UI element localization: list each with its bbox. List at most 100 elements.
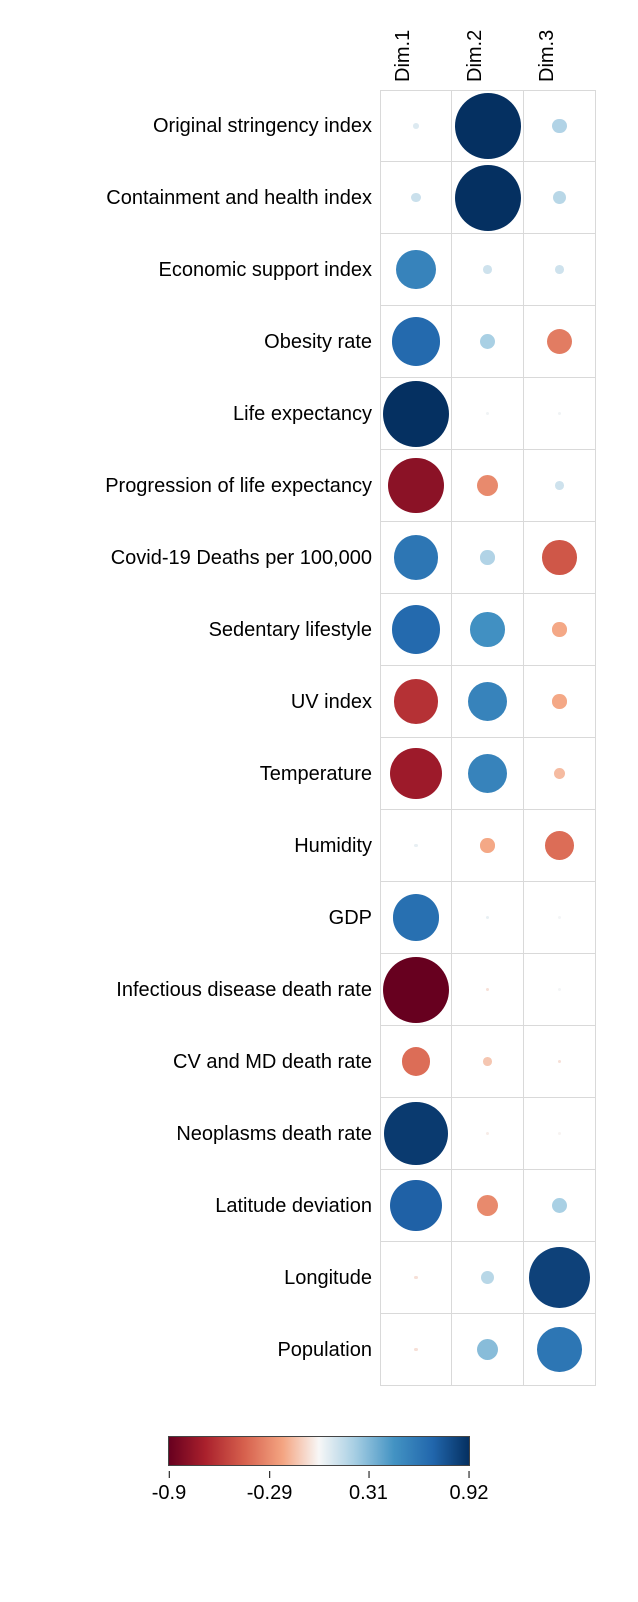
bubble [413,123,419,129]
grid-cell [524,1170,596,1242]
grid-cell [380,162,452,234]
bubble [411,193,420,202]
legend-tick-mark [270,1471,271,1478]
bubble [554,768,565,779]
bubble [455,93,521,159]
bubble [414,1348,418,1352]
grid-cell [452,738,524,810]
row-label: Original stringency index [0,115,380,138]
bubble [470,612,504,646]
bubble [547,329,572,354]
bubble [392,605,441,654]
grid-row: GDP [0,882,638,954]
grid-cell [452,306,524,378]
column-header: Dim.3 [536,30,559,82]
grid-cell [452,954,524,1026]
grid-row: Neoplasms death rate [0,1098,638,1170]
bubble [414,844,418,848]
legend: -0.9-0.290.310.92 [0,1436,638,1506]
grid-cell [380,1242,452,1314]
grid-cell [452,1098,524,1170]
grid-cell [380,234,452,306]
grid-row: Population [0,1314,638,1386]
row-label: Life expectancy [0,403,380,426]
grid-row: Original stringency index [0,90,638,162]
grid-cell [380,882,452,954]
column-headers: Dim.1Dim.2Dim.3 [0,0,638,90]
legend-tick-label: 0.92 [450,1482,489,1505]
row-label: Progression of life expectancy [0,475,380,498]
grid-cell [380,90,452,162]
row-label: CV and MD death rate [0,1051,380,1074]
bubble [481,1271,494,1284]
bubble [537,1327,581,1371]
grid-cell [380,1314,452,1386]
grid-cell [452,594,524,666]
bubble [555,481,564,490]
grid-cell [524,162,596,234]
grid-row: Obesity rate [0,306,638,378]
bubble [486,916,490,920]
grid-cell [524,450,596,522]
bubble [388,458,444,514]
grid-body: Original stringency indexContainment and… [0,90,638,1386]
row-label: Latitude deviation [0,1195,380,1218]
bubble [483,1057,492,1066]
bubble [480,838,494,852]
legend-tick-mark [368,1471,369,1478]
row-label: Infectious disease death rate [0,979,380,1002]
grid-cell [524,666,596,738]
grid-cell [380,450,452,522]
bubble [394,679,438,723]
grid-cell [380,1170,452,1242]
row-label: Population [0,1339,380,1362]
bubble [483,265,492,274]
grid-cell [380,1098,452,1170]
bubble [393,894,440,941]
legend-tick-mark [469,1471,470,1478]
grid-cell [452,1170,524,1242]
legend-tick-label: -0.9 [152,1482,186,1505]
legend-tick-mark [169,1471,170,1478]
column-header: Dim.2 [464,30,487,82]
row-label: Sedentary lifestyle [0,619,380,642]
grid-cell [452,90,524,162]
grid-row: Longitude [0,1242,638,1314]
grid-row: Humidity [0,810,638,882]
bubble [529,1247,590,1308]
grid-cell [452,666,524,738]
grid-row: Sedentary lifestyle [0,594,638,666]
grid-cell [452,378,524,450]
bubble [545,831,574,860]
bubble [455,165,521,231]
bubble [414,1276,418,1280]
grid-cell [524,378,596,450]
bubble [477,475,499,497]
bubble [402,1047,431,1076]
bubble [384,1102,447,1165]
row-label: UV index [0,691,380,714]
grid-row: Latitude deviation [0,1170,638,1242]
grid-cell [452,1242,524,1314]
grid-cell [524,954,596,1026]
grid-row: Life expectancy [0,378,638,450]
grid-cell [452,522,524,594]
grid-cell [452,162,524,234]
grid-row: Temperature [0,738,638,810]
legend-color-bar [168,1436,470,1466]
bubble [558,1060,562,1064]
row-label: Obesity rate [0,331,380,354]
grid-row: Infectious disease death rate [0,954,638,1026]
grid-cell [524,306,596,378]
bubble [480,550,494,564]
grid-cell [380,378,452,450]
bubble [383,957,449,1023]
bubble [390,1180,442,1232]
grid-cell [452,882,524,954]
grid-cell [524,810,596,882]
grid-cell [380,306,452,378]
bubble [558,916,561,919]
bubble [542,540,576,574]
bubble [555,265,564,274]
bubble [383,381,449,447]
